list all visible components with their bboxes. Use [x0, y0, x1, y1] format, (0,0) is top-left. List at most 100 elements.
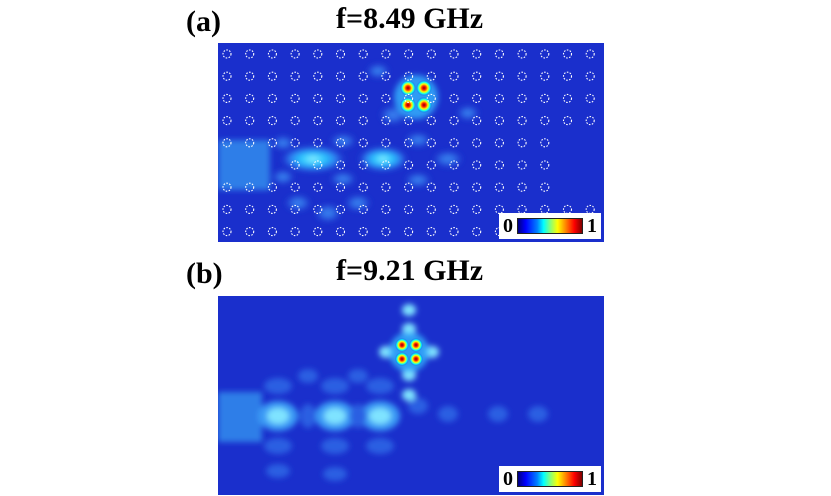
dielectric-rod — [222, 227, 232, 237]
dielectric-rod — [472, 227, 482, 237]
waveguide-inlet-a — [218, 140, 270, 190]
dielectric-rod — [540, 138, 550, 148]
field-lobe-a-9 — [284, 194, 312, 212]
cavity-hot-lobe-a-3 — [416, 97, 432, 113]
dielectric-rod — [562, 71, 573, 81]
dielectric-rod — [426, 93, 436, 103]
field-lobe-b-6 — [300, 404, 316, 428]
dielectric-rod — [335, 138, 346, 148]
dielectric-rod — [381, 116, 391, 126]
dielectric-rod — [267, 71, 277, 81]
dielectric-rod — [313, 138, 323, 148]
dielectric-rod — [290, 93, 300, 103]
dielectric-rod — [494, 138, 504, 148]
field-lobe-b-1 — [321, 378, 349, 394]
dielectric-rod — [313, 227, 323, 237]
field-lobe-b-10 — [298, 369, 318, 383]
dielectric-rod — [404, 71, 414, 81]
dielectric-rod — [358, 160, 368, 170]
dielectric-rod — [585, 49, 595, 59]
dielectric-rod — [472, 71, 482, 81]
dielectric-rod — [358, 71, 368, 81]
dielectric-rod — [381, 204, 391, 214]
dielectric-rod — [472, 160, 482, 170]
dielectric-rod — [404, 93, 414, 103]
dielectric-rod — [290, 160, 300, 170]
dielectric-rod — [449, 227, 459, 237]
dielectric-rod — [517, 160, 527, 170]
field-map-a: 0 1 — [218, 43, 604, 242]
dielectric-rod — [267, 93, 277, 103]
dielectric-rod — [449, 204, 459, 214]
field-lobe-a-13 — [366, 63, 390, 79]
dielectric-rod — [222, 71, 232, 81]
field-lobe-a-8 — [432, 150, 464, 168]
dielectric-rod — [472, 138, 482, 148]
cavity-hot-lobe-b-1 — [409, 338, 423, 352]
guided-lobe-core-b-1 — [324, 408, 346, 424]
cavity-hot-lobe-a-2 — [400, 97, 416, 113]
dielectric-rod — [426, 160, 436, 170]
dielectric-rod — [290, 182, 300, 192]
dielectric-rod — [585, 116, 595, 126]
dielectric-rod — [222, 138, 232, 148]
dielectric-rod — [494, 160, 504, 170]
dielectric-rod — [335, 160, 346, 170]
dielectric-rod — [426, 71, 436, 81]
dielectric-rod — [404, 227, 414, 237]
dielectric-rod — [381, 160, 391, 170]
field-lobe-b-11 — [348, 369, 368, 383]
dielectric-rod — [494, 93, 504, 103]
dielectric-rod — [313, 71, 323, 81]
dielectric-rod — [335, 93, 346, 103]
dielectric-rod — [426, 227, 436, 237]
field-lobe-a-1 — [357, 146, 409, 172]
dielectric-rod — [404, 116, 414, 126]
dielectric-rod — [404, 138, 414, 148]
dielectric-rod — [404, 49, 414, 59]
field-lobe-b-2 — [366, 378, 394, 394]
dielectric-rod — [517, 93, 527, 103]
colorbar-a-gradient — [517, 218, 583, 234]
panel-a-frequency-title: f=8.49 GHz — [336, 2, 484, 35]
dielectric-rod — [267, 116, 277, 126]
field-lobe-b-14 — [488, 406, 508, 422]
field-lobe-a-11 — [344, 194, 372, 212]
dielectric-rod — [404, 182, 414, 192]
dielectric-rod — [562, 116, 573, 126]
dielectric-rod — [562, 49, 573, 59]
dielectric-rod — [540, 93, 550, 103]
dielectric-rod — [222, 182, 232, 192]
dielectric-rod — [358, 93, 368, 103]
field-lobe-a-10 — [314, 203, 342, 223]
dielectric-rod — [245, 49, 255, 59]
dielectric-rod — [222, 93, 232, 103]
dielectric-rod — [517, 138, 527, 148]
dielectric-rod — [449, 138, 459, 148]
dielectric-rod — [313, 49, 323, 59]
field-lobe-b-7 — [350, 404, 366, 428]
dielectric-rod — [517, 49, 527, 59]
field-lobe-a-7 — [404, 172, 432, 188]
dielectric-rod — [358, 182, 368, 192]
field-lobe-b-15 — [528, 406, 548, 422]
dielectric-rod — [222, 116, 232, 126]
colorbar-a-max-label: 1 — [587, 215, 597, 237]
dielectric-rod — [449, 160, 459, 170]
dielectric-rod — [267, 138, 277, 148]
cavity-hot-lobe-b-3 — [409, 352, 423, 366]
dielectric-rod — [313, 116, 323, 126]
dielectric-rod — [245, 182, 255, 192]
panel-b-label: (b) — [186, 257, 223, 290]
cavity-hot-lobe-a-0 — [400, 80, 416, 96]
field-lobe-a-0 — [279, 145, 347, 173]
dielectric-rod — [245, 227, 255, 237]
cavity-hot-lobe-b-0 — [395, 338, 409, 352]
dielectric-rod — [381, 182, 391, 192]
colorbar-b: 0 1 — [499, 466, 601, 492]
dielectric-rod — [562, 93, 573, 103]
vertical-lobe-b-0 — [402, 304, 416, 316]
dielectric-rod — [335, 49, 346, 59]
dielectric-rod — [426, 138, 436, 148]
cavity-hot-lobe-a-1 — [416, 80, 432, 96]
